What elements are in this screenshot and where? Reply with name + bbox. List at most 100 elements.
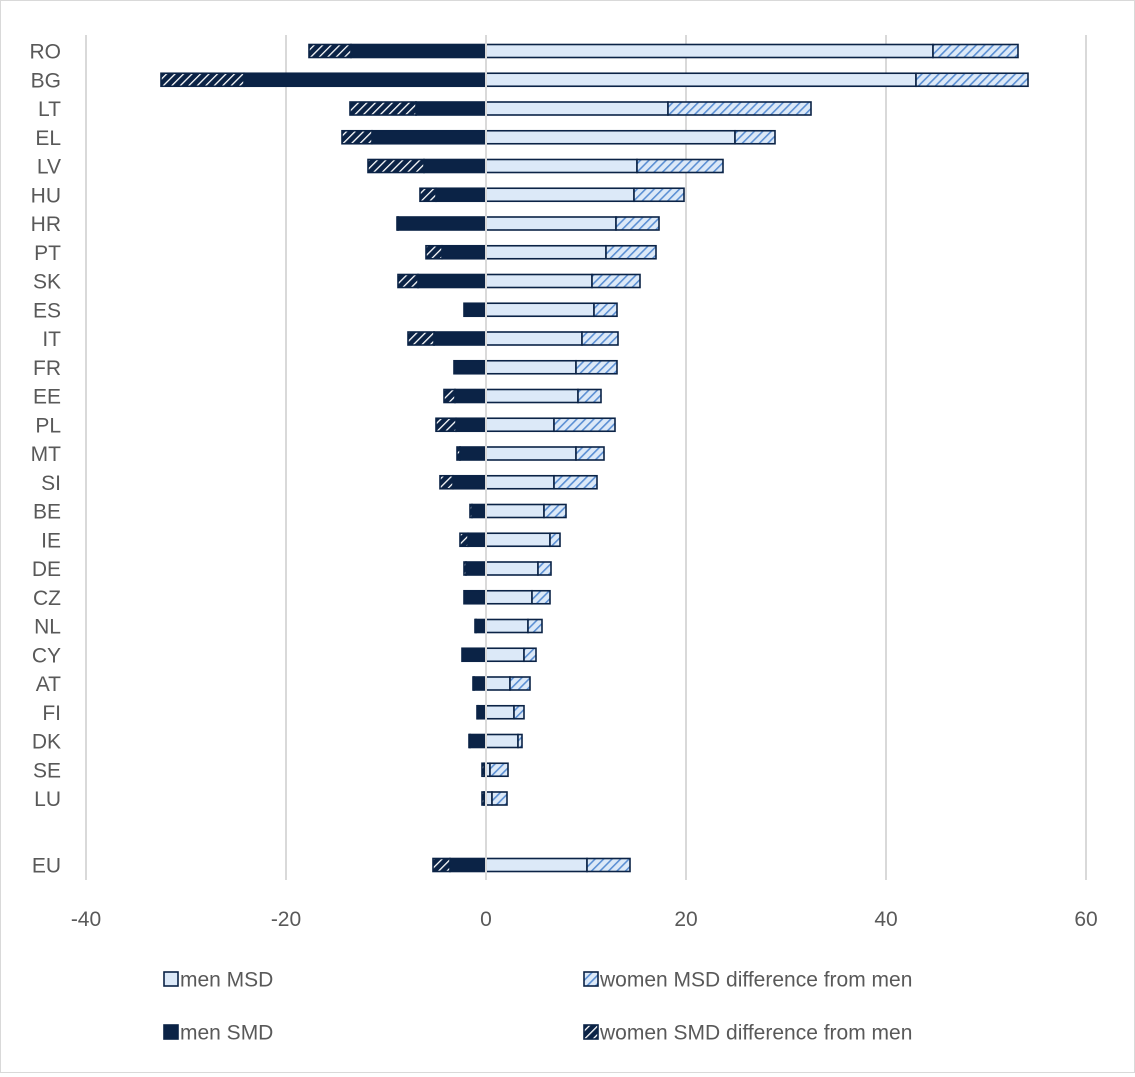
- bar-men-msd: [485, 676, 511, 691]
- bar-men-smd: [467, 532, 487, 548]
- category-label: NL: [34, 616, 61, 639]
- category-label: SE: [33, 759, 61, 782]
- bar-men-msd: [485, 474, 555, 490]
- legend: men MSD women MSD difference from men men …: [163, 969, 912, 1045]
- bar-men-smd: [459, 446, 487, 461]
- category-label: PL: [35, 414, 61, 437]
- bar-women-msd-diff: [537, 561, 552, 576]
- category-labels: RO BG LT EL LV HU HR PT SK ES IT FR EE PL MT SI BE IE DE CZ…: [30, 41, 62, 878]
- bar-women-msd-diff: [491, 791, 508, 806]
- bar-men-msd: [485, 589, 533, 605]
- bar-women-msd-diff: [615, 216, 660, 231]
- category-label: LT: [38, 98, 61, 121]
- bar-men-smd: [449, 857, 487, 873]
- bar-men-msd: [485, 187, 635, 203]
- category-label: DE: [32, 558, 61, 581]
- bar-men-smd: [453, 359, 487, 375]
- bar-women-msd-diff: [932, 43, 1019, 59]
- bar-men-msd: [485, 532, 551, 548]
- bar-men-smd: [415, 101, 487, 116]
- bar-men-smd: [243, 72, 487, 88]
- x-tick-label: 20: [674, 908, 697, 931]
- bar-women-smd-diff: [308, 43, 352, 59]
- bar-women-smd-diff: [341, 129, 373, 145]
- bar-men-smd: [477, 704, 487, 720]
- bar-women-smd-diff: [469, 503, 473, 519]
- bar-women-smd-diff: [468, 733, 471, 749]
- x-tick-labels: -40 -20 0 20 40 60: [71, 908, 1098, 931]
- bar-women-msd-diff: [489, 762, 509, 778]
- bar-women-smd-diff: [439, 474, 454, 490]
- bar-women-smd-diff: [476, 704, 479, 720]
- bar-women-msd-diff: [531, 589, 551, 605]
- bar-women-msd-diff: [543, 503, 567, 519]
- bar-men-smd: [417, 273, 487, 289]
- bar-men-msd: [485, 618, 529, 634]
- bar-men-msd: [485, 273, 593, 289]
- bar-men-msd: [485, 561, 539, 576]
- bar-women-smd-diff: [463, 561, 467, 576]
- legend-label: women MSD difference from men: [599, 969, 912, 992]
- category-label: EL: [35, 127, 61, 150]
- bar-men-smd: [461, 647, 487, 663]
- bar-men-msd: [485, 503, 545, 519]
- bar-women-msd-diff: [575, 446, 605, 461]
- bar-men-msd: [485, 101, 669, 116]
- bar-men-smd: [463, 302, 487, 318]
- bar-men-msd: [485, 331, 583, 346]
- gridlines: [85, 35, 1087, 880]
- bar-men-smd: [350, 43, 487, 59]
- bar-men-msd: [485, 704, 515, 720]
- bar-men-smd: [465, 561, 487, 576]
- bar-men-msd: [485, 647, 525, 663]
- bar-men-msd: [485, 733, 519, 749]
- bar-women-msd-diff: [523, 647, 537, 663]
- bar-women-msd-diff: [667, 101, 812, 116]
- bar-men-msd: [485, 857, 588, 873]
- bar-men-smd: [441, 244, 487, 260]
- bar-men-smd: [469, 733, 487, 749]
- x-tick-label: 0: [480, 908, 492, 931]
- category-label: DK: [32, 731, 61, 754]
- x-tick-label: 40: [874, 908, 897, 931]
- bar-men-msd: [485, 446, 577, 461]
- bar-women-msd-diff: [527, 618, 543, 634]
- category-label: ES: [33, 299, 61, 322]
- bar-women-smd-diff: [459, 532, 469, 548]
- bar-women-msd-diff: [553, 474, 598, 490]
- x-tick-label: -20: [271, 908, 301, 931]
- bar-women-smd-diff: [443, 388, 456, 404]
- bar-women-smd-diff: [456, 446, 461, 461]
- bar-women-msd-diff: [509, 676, 531, 691]
- bar-men-msd: [485, 388, 579, 404]
- category-label: PT: [34, 242, 61, 265]
- bar-women-msd-diff: [593, 302, 618, 318]
- legend-swatch: [583, 1024, 599, 1040]
- bar-men-smd: [371, 129, 487, 145]
- category-label: HU: [31, 184, 61, 207]
- bar-women-smd-diff: [160, 72, 245, 88]
- bar-women-smd-diff: [432, 857, 451, 873]
- category-label: EU: [32, 855, 61, 878]
- category-label: CZ: [33, 587, 61, 610]
- category-label: FR: [33, 357, 61, 380]
- bar-men-smd: [433, 331, 487, 346]
- legend-label: men SMD: [180, 1022, 273, 1045]
- category-label: IT: [42, 328, 61, 351]
- bar-men-msd: [485, 72, 917, 88]
- bar-men-msd: [485, 359, 577, 375]
- bar-women-msd-diff: [734, 129, 776, 145]
- x-tick-label: 60: [1074, 908, 1097, 931]
- bar-men-smd: [454, 388, 487, 404]
- bar-women-msd-diff: [591, 273, 641, 289]
- category-label: AT: [36, 673, 61, 696]
- bar-women-smd-diff: [349, 101, 417, 116]
- bar-men-msd: [485, 417, 555, 433]
- bar-men-smd: [397, 216, 487, 231]
- bar-women-smd-diff: [367, 158, 425, 174]
- category-label: CY: [32, 644, 61, 667]
- bar-women-smd-diff: [419, 187, 437, 203]
- bar-men-msd: [485, 158, 638, 174]
